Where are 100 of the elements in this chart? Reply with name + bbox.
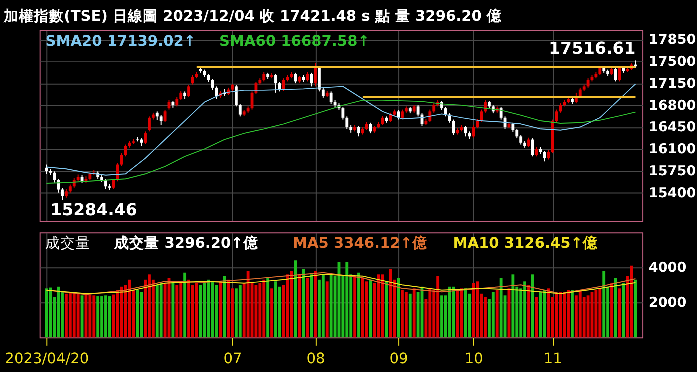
text: SMA60 16687.58↑ [220, 33, 370, 50]
candlestick [528, 137, 530, 148]
bar [354, 276, 357, 338]
candlestick [306, 72, 310, 82]
bar [610, 283, 614, 338]
candlestick [346, 116, 349, 130]
bar [215, 285, 218, 338]
candlestick [416, 104, 420, 118]
candlestick [520, 134, 523, 146]
bar [306, 278, 310, 338]
bar [412, 288, 416, 338]
bar [88, 294, 92, 338]
series-label: 成交量 3296.20↑億 [114, 234, 260, 252]
bar [346, 262, 349, 338]
y-tick-label: 2000 [648, 295, 687, 312]
candlestick [57, 178, 60, 194]
candlestick [112, 178, 116, 190]
bar [112, 294, 116, 338]
candlestick [330, 91, 333, 105]
bar [500, 278, 503, 338]
y-tick-label: 4000 [648, 260, 687, 276]
chart-title: 加權指數(TSE) 日線圖 2023/12/04 收 17421.48 s 點 量 3296.20 億 [3, 8, 504, 26]
text: SMA20 17139.02↑ [46, 33, 196, 50]
bar [614, 278, 618, 338]
bar [234, 288, 238, 338]
bar [476, 282, 480, 338]
candlestick [452, 119, 456, 136]
candlestick [180, 90, 183, 101]
candlestick [310, 72, 314, 88]
bar [258, 283, 262, 338]
text: MA10 3126.45↑億 [453, 235, 599, 252]
candlestick [397, 110, 400, 120]
bar [203, 283, 206, 338]
bar [428, 288, 432, 338]
bar [148, 274, 151, 338]
bar [578, 290, 582, 338]
bar [188, 280, 190, 338]
bar [270, 288, 274, 338]
bar [404, 292, 408, 338]
bar [184, 272, 187, 338]
candlestick [278, 82, 282, 92]
y-tick-label: 17850 [648, 32, 696, 48]
bar [286, 274, 290, 338]
bar [555, 294, 558, 338]
candlestick [144, 131, 147, 145]
candlestick [148, 116, 151, 132]
x-tick-label: 09 [390, 350, 408, 368]
bar [397, 278, 400, 338]
bar [314, 271, 317, 338]
bar [401, 290, 404, 338]
bar [176, 285, 179, 338]
candlestick [342, 106, 345, 120]
candlestick [531, 138, 534, 158]
bar [440, 296, 444, 338]
y-tick-label: 17500 [648, 54, 696, 70]
candlestick [358, 126, 360, 138]
y-axis-title: 成交量 [46, 235, 91, 252]
bar [180, 283, 183, 338]
candlestick [472, 124, 476, 138]
bar [365, 282, 368, 338]
y-tick-label: 15750 [648, 163, 696, 180]
candlestick [401, 109, 404, 120]
bar [172, 282, 175, 338]
bar [535, 297, 538, 338]
candlestick [238, 104, 242, 118]
bar [160, 283, 163, 338]
candlestick [45, 164, 48, 175]
bar [559, 292, 562, 338]
candlestick [555, 109, 558, 123]
candlestick [322, 87, 325, 98]
candlestick [476, 118, 480, 130]
bar [436, 276, 440, 338]
candlestick [53, 171, 56, 184]
candlestick [559, 103, 562, 114]
bar [330, 274, 333, 338]
bar [567, 290, 570, 338]
bar [72, 293, 76, 338]
bar [45, 288, 48, 338]
bar [227, 280, 230, 338]
candlestick [314, 62, 317, 88]
bar [262, 280, 266, 338]
bar [448, 286, 452, 338]
series-label: MA5 3346.12↑億 [292, 235, 429, 252]
bar [472, 283, 476, 338]
bar [512, 274, 515, 338]
bar [524, 282, 526, 338]
bar [298, 274, 302, 338]
candlestick [480, 109, 484, 123]
bar [266, 278, 270, 338]
bar [385, 282, 388, 338]
bar [452, 286, 456, 338]
bar [484, 297, 487, 338]
candlestick [104, 178, 108, 190]
bar [326, 282, 329, 338]
bar [116, 290, 120, 338]
bar [310, 274, 314, 338]
bar [68, 292, 72, 338]
bar [76, 294, 80, 338]
candlestick [282, 78, 286, 92]
bar [156, 285, 159, 338]
